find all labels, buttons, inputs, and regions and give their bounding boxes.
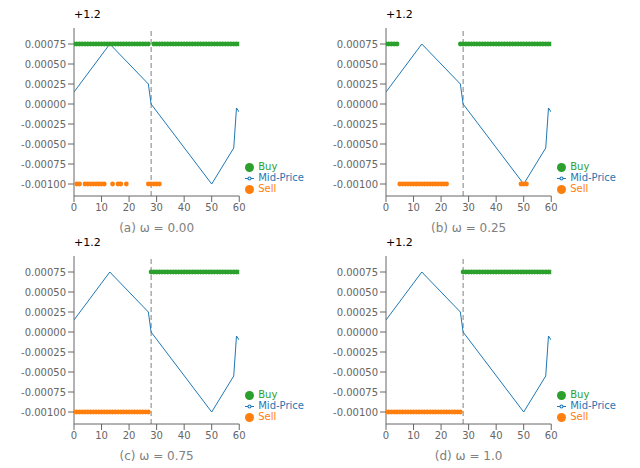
svg-text:40: 40 — [490, 430, 503, 441]
svg-text:-0.00100: -0.00100 — [333, 179, 378, 190]
svg-text:0.00050: 0.00050 — [337, 59, 378, 70]
svg-text:10: 10 — [407, 430, 420, 441]
svg-text:-0.00050: -0.00050 — [333, 139, 378, 150]
svg-text:(c) ω = 0.75: (c) ω = 0.75 — [120, 449, 194, 462]
html-text:Sell: Sell — [258, 183, 277, 194]
html-text:Mid-Price: Mid-Price — [570, 172, 616, 183]
svg-text:40: 40 — [178, 430, 191, 441]
html-text:+1.2: +1.2 — [74, 236, 101, 249]
svg-text:30: 30 — [150, 202, 163, 213]
svg-text:0: 0 — [383, 202, 389, 213]
svg-text:(b) ω = 0.25: (b) ω = 0.25 — [431, 221, 506, 234]
svg-text:0: 0 — [383, 430, 389, 441]
svg-text:10: 10 — [95, 430, 108, 441]
svg-text:0.00075: 0.00075 — [25, 39, 66, 50]
svg-text:0.00025: 0.00025 — [25, 307, 66, 318]
svg-text:20: 20 — [123, 430, 136, 441]
html-text:+1.2: +1.2 — [386, 8, 413, 21]
html-text:Buy: Buy — [258, 161, 278, 172]
svg-text:(d) ω = 1.0: (d) ω = 1.0 — [435, 449, 503, 462]
html-text:Mid-Price: Mid-Price — [570, 400, 616, 411]
svg-text:0: 0 — [71, 430, 77, 441]
html-text:Buy: Buy — [570, 161, 590, 172]
svg-text:0.00050: 0.00050 — [25, 59, 66, 70]
svg-text:10: 10 — [407, 202, 420, 213]
html-text:Sell: Sell — [258, 411, 277, 422]
svg-text:60: 60 — [545, 202, 558, 213]
svg-text:0.00050: 0.00050 — [25, 287, 66, 298]
svg-text:-0.00025: -0.00025 — [21, 347, 66, 358]
svg-text:50: 50 — [205, 202, 218, 213]
svg-text:-0.00050: -0.00050 — [333, 367, 378, 378]
svg-text:-0.00025: -0.00025 — [21, 119, 66, 130]
svg-text:0.00000: 0.00000 — [337, 99, 378, 110]
svg-text:0.00075: 0.00075 — [337, 39, 378, 50]
svg-text:30: 30 — [462, 202, 475, 213]
svg-text:20: 20 — [123, 202, 136, 213]
svg-text:50: 50 — [517, 430, 530, 441]
svg-text:-0.00025: -0.00025 — [333, 119, 378, 130]
html-text:Sell: Sell — [570, 411, 589, 422]
svg-text:-0.00100: -0.00100 — [21, 407, 66, 418]
html-text:+1.2: +1.2 — [74, 8, 101, 21]
svg-text:30: 30 — [150, 430, 163, 441]
html-text:+1.2: +1.2 — [386, 236, 413, 249]
svg-text:-0.00100: -0.00100 — [21, 179, 66, 190]
svg-text:0.00075: 0.00075 — [337, 267, 378, 278]
svg-text:20: 20 — [435, 202, 448, 213]
svg-text:0.00000: 0.00000 — [337, 327, 378, 338]
html-text:Mid-Price: Mid-Price — [258, 400, 304, 411]
html-text:Sell: Sell — [570, 183, 589, 194]
svg-text:60: 60 — [545, 430, 558, 441]
svg-text:0.00025: 0.00025 — [25, 79, 66, 90]
svg-text:40: 40 — [490, 202, 503, 213]
html-text:Buy: Buy — [258, 389, 278, 400]
svg-text:-0.00025: -0.00025 — [333, 347, 378, 358]
svg-text:0.00025: 0.00025 — [337, 307, 378, 318]
svg-text:-0.00075: -0.00075 — [21, 159, 66, 170]
svg-text:0: 0 — [71, 202, 77, 213]
svg-text:0.00000: 0.00000 — [25, 327, 66, 338]
svg-text:0.00000: 0.00000 — [25, 99, 66, 110]
html-text:Buy: Buy — [570, 389, 590, 400]
html-text:Mid-Price: Mid-Price — [258, 172, 304, 183]
svg-text:30: 30 — [462, 430, 475, 441]
svg-text:-0.00075: -0.00075 — [333, 387, 378, 398]
svg-text:60: 60 — [233, 430, 246, 441]
svg-text:0.00025: 0.00025 — [337, 79, 378, 90]
svg-text:50: 50 — [517, 202, 530, 213]
svg-text:-0.00075: -0.00075 — [333, 159, 378, 170]
svg-text:40: 40 — [178, 202, 191, 213]
svg-text:60: 60 — [233, 202, 246, 213]
svg-text:-0.00050: -0.00050 — [21, 367, 66, 378]
svg-text:0.00075: 0.00075 — [25, 267, 66, 278]
svg-text:(a) ω = 0.00: (a) ω = 0.00 — [119, 221, 194, 234]
svg-text:20: 20 — [435, 430, 448, 441]
svg-text:-0.00100: -0.00100 — [333, 407, 378, 418]
svg-text:10: 10 — [95, 202, 108, 213]
svg-text:-0.00050: -0.00050 — [21, 139, 66, 150]
svg-text:0.00050: 0.00050 — [337, 287, 378, 298]
svg-text:-0.00075: -0.00075 — [21, 387, 66, 398]
svg-text:50: 50 — [205, 430, 218, 441]
